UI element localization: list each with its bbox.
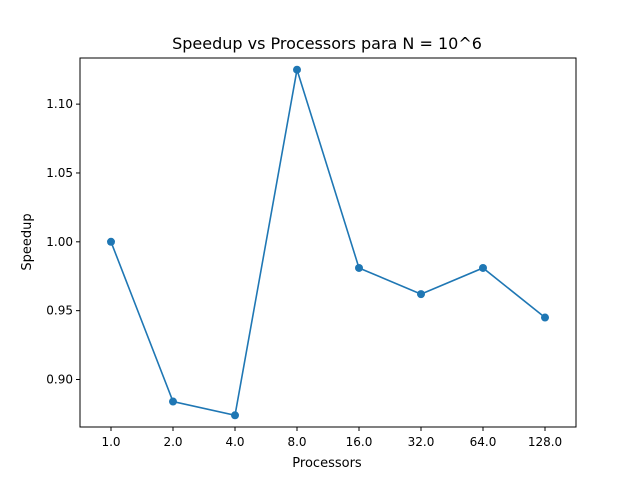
data-point [293,65,301,74]
y-tick-label: 1.00 [46,235,73,249]
data-point [355,263,363,272]
x-tick-label: 128.0 [528,435,562,449]
y-tick-label: 1.10 [46,97,73,111]
x-axis-ticks: 1.0 2.0 4.0 8.0 16.0 32.0 64.0 128.0 [101,427,562,449]
x-tick-label: 16.0 [346,435,373,449]
data-point [107,237,115,246]
x-tick-label: 32.0 [408,435,435,449]
data-point [169,397,177,406]
data-point [479,263,487,272]
chart-title: Speedup vs Processors para N = 10^6 [172,34,482,53]
data-point [231,411,239,420]
series-line [110,69,546,417]
y-axis-ticks: 0.90 0.95 1.00 1.05 1.10 [46,97,80,386]
data-point [541,313,549,322]
plot-area: 1.0 2.0 4.0 8.0 16.0 32.0 64.0 128.0 0.90 0.95 1.… [46,57,577,449]
x-axis-label: Processors [292,456,362,471]
x-tick-label: 2.0 [163,435,182,449]
data-point [417,290,425,299]
x-tick-label: 64.0 [470,435,497,449]
series-layer [107,65,549,420]
x-tick-label: 4.0 [225,435,244,449]
y-tick-label: 0.90 [46,372,73,386]
y-tick-label: 1.05 [46,166,73,180]
x-tick-label: 1.0 [101,435,120,449]
y-axis-label: Speedup [20,213,35,270]
y-tick-label: 0.95 [46,304,73,318]
plot-frame [79,57,577,428]
x-tick-label: 8.0 [287,435,306,449]
